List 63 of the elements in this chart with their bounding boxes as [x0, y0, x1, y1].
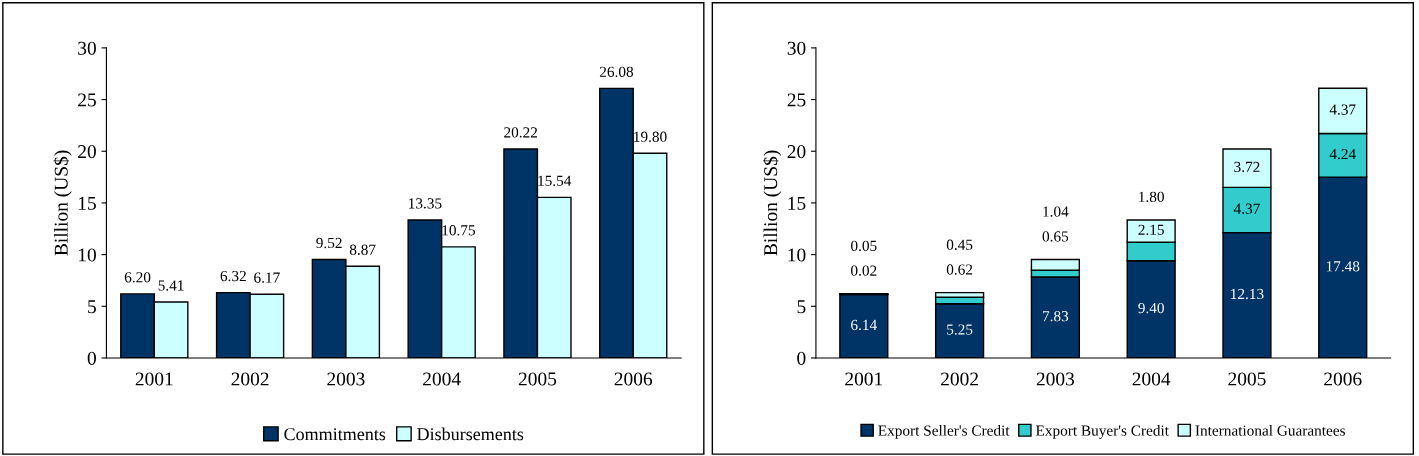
x-tick-label: 2002: [231, 372, 269, 386]
y-tick-label: 5: [88, 300, 96, 314]
legend-label: Disbursements: [417, 427, 524, 441]
data-label: 0.65: [1042, 231, 1069, 242]
y-tick-label: 15: [78, 196, 96, 210]
data-label: 13.35: [409, 198, 442, 209]
data-label: 9.40: [1138, 302, 1164, 314]
x-tick-label: 2001: [135, 372, 173, 386]
legend-label: International Guarantees: [1195, 424, 1345, 436]
data-label: 5.25: [947, 324, 973, 335]
y-tick-label: 30: [78, 41, 96, 55]
y-axis-title: Billion (US$): [53, 150, 72, 256]
data-label: 3.72: [1234, 161, 1260, 173]
data-label: 4.37: [1329, 104, 1356, 115]
data-label: 8.87: [349, 244, 376, 255]
y-tick-label: 25: [787, 93, 806, 107]
data-label: 4.37: [1233, 203, 1260, 214]
data-label: 0.02: [851, 265, 877, 276]
data-label: 10.75: [442, 225, 476, 236]
data-label: 1.80: [1139, 191, 1164, 203]
data-label: 6.17: [254, 272, 280, 283]
data-label: 9.52: [316, 237, 342, 249]
y-tick-label: 10: [78, 248, 96, 262]
y-tick-label: 20: [787, 145, 806, 159]
x-tick-label: 2006: [1324, 372, 1362, 386]
data-label: 17.48: [1326, 261, 1360, 272]
x-tick-label: 2005: [1228, 372, 1266, 386]
x-tick-label: 2003: [1036, 372, 1075, 386]
data-label: 0.05: [851, 240, 877, 252]
data-label: 6.20: [124, 272, 151, 283]
x-tick-label: 2002: [941, 372, 978, 386]
y-axis-title: Billion (US$): [762, 150, 782, 256]
data-label: 4.24: [1329, 148, 1356, 160]
x-tick-label: 2001: [845, 372, 883, 386]
data-label: 20.22: [504, 127, 538, 138]
data-label: 19.80: [634, 131, 667, 142]
data-label: 1.04: [1043, 206, 1069, 217]
data-label: 6.14: [851, 319, 877, 331]
legend-label: Export Seller's Credit: [878, 424, 1010, 439]
x-tick-label: 2003: [327, 372, 365, 386]
y-tick-label: 0: [87, 351, 96, 365]
data-label: 7.83: [1043, 311, 1069, 322]
legend-label: Export Buyer's Credit: [1035, 424, 1169, 439]
y-tick-label: 0: [797, 351, 806, 365]
data-label: 0.62: [946, 264, 973, 275]
data-label: 0.45: [946, 239, 973, 250]
data-label: 2.15: [1138, 224, 1164, 235]
y-tick-label: 30: [787, 41, 806, 55]
legend-label: Commitments: [284, 428, 386, 441]
data-label: 6.32: [220, 270, 246, 282]
x-tick-label: 2004: [423, 372, 461, 386]
x-tick-label: 2006: [614, 372, 653, 386]
x-tick-label: 2005: [518, 372, 557, 386]
y-tick-label: 25: [78, 93, 96, 107]
y-tick-label: 10: [788, 248, 806, 262]
y-tick-label: 5: [797, 300, 806, 314]
x-tick-label: 2004: [1132, 372, 1171, 386]
data-label: 12.13: [1231, 288, 1264, 300]
data-label: 26.08: [599, 66, 634, 78]
data-label: 5.41: [158, 280, 184, 291]
y-tick-label: 15: [788, 196, 806, 210]
y-tick-label: 20: [78, 145, 96, 159]
data-label: 15.54: [538, 175, 572, 186]
